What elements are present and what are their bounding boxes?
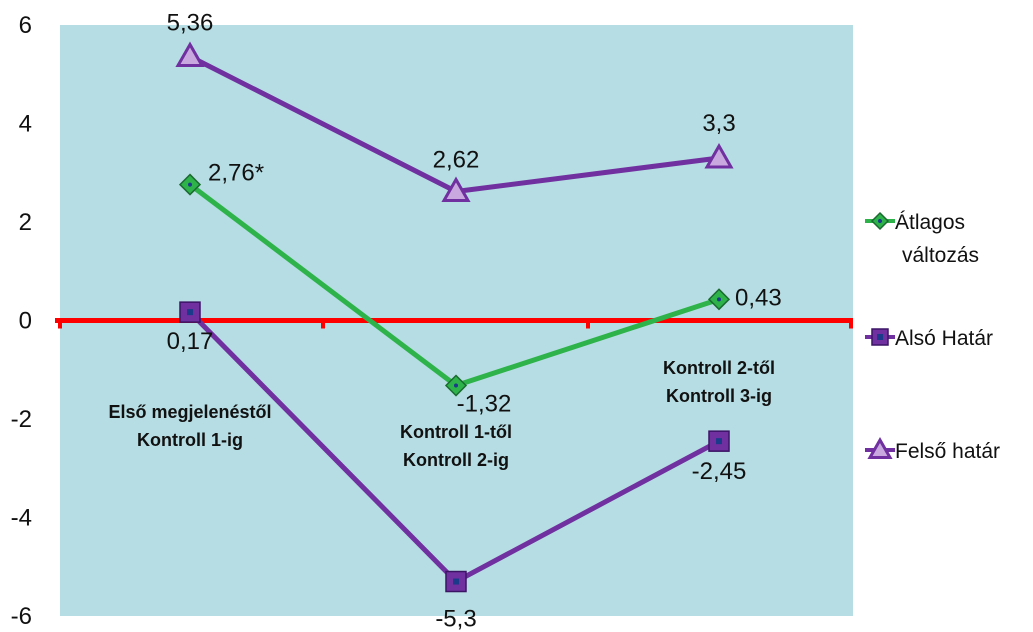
triangle-marker: [441, 176, 471, 202]
legend-label: Alsó Határ: [895, 327, 993, 350]
marker-center-dot: [716, 438, 722, 445]
data-label: 5,36: [167, 10, 214, 37]
data-label: -5,3: [435, 606, 476, 632]
y-tick-label: -6: [11, 603, 32, 630]
marker-center-dot: [454, 383, 458, 388]
y-tick-label: -4: [11, 505, 32, 532]
category-label: Kontroll 1-ig: [137, 430, 243, 450]
category-label: Kontroll 2-ig: [403, 450, 509, 470]
marker-center-dot: [187, 309, 193, 316]
triangle-marker: [867, 436, 893, 459]
data-label: 0,43: [735, 284, 782, 311]
data-label: -1,32: [457, 391, 512, 418]
marker-center-dot: [877, 334, 883, 340]
category-label: Első megjelenéstől: [108, 402, 271, 422]
y-tick-label: 2: [19, 209, 32, 236]
marker-center-dot: [717, 297, 721, 302]
data-label: 0,17: [167, 328, 214, 355]
marker-center-dot: [188, 182, 192, 187]
triangle-marker: [704, 142, 734, 169]
y-tick-label: -2: [11, 406, 32, 433]
data-label: 3,3: [702, 110, 735, 137]
category-label: Kontroll 1-től: [400, 422, 512, 442]
marker-center-dot: [878, 219, 882, 223]
data-label: 2,62: [433, 146, 480, 173]
category-label: Kontroll 3-ig: [666, 386, 772, 406]
y-tick-label: 4: [19, 111, 32, 138]
y-tick-label: 0: [19, 308, 32, 335]
legend-label: változás: [902, 244, 979, 267]
data-label: -2,45: [692, 458, 747, 485]
legend-label: Felső határ: [895, 440, 1000, 463]
triangle-marker: [175, 41, 205, 68]
category-label: Kontroll 2-től: [663, 358, 775, 378]
y-tick-label: 6: [19, 12, 32, 39]
data-label: 2,76*: [208, 160, 264, 187]
marker-center-dot: [453, 578, 459, 585]
legend-label: Átlagos: [895, 211, 965, 234]
